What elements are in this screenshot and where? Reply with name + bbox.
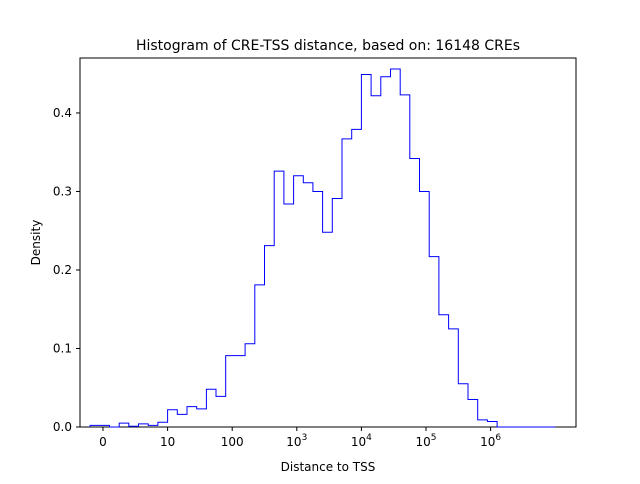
chart-title: Histogram of CRE-TSS distance, based on:… (136, 38, 520, 54)
y-axis-label: Density (29, 220, 43, 266)
y-tick-label: 0.1 (53, 341, 72, 355)
y-tick-label: 0.4 (53, 106, 72, 120)
y-tick-label: 0.2 (53, 263, 72, 277)
x-axis-label: Distance to TSS (281, 460, 376, 474)
x-tick-label: 104 (351, 433, 372, 449)
y-axis: 0.0 0.1 0.2 0.3 0.4 (53, 106, 80, 434)
y-tick-label: 0.0 (53, 420, 72, 434)
y-tick-label: 0.3 (53, 184, 72, 198)
axes-frame (79, 57, 577, 428)
x-tick-label: 100 (221, 435, 244, 449)
x-tick-label: 103 (286, 433, 307, 449)
x-tick-label: 10 (160, 435, 175, 449)
histogram-step-line (89, 68, 556, 428)
plot-area: 0.0 0.1 0.2 0.3 0.4 0 10 100 103 104 105 106 (53, 57, 577, 449)
x-tick-label: 0 (99, 435, 107, 449)
x-tick-label: 105 (415, 433, 436, 449)
x-tick-label: 106 (480, 433, 501, 449)
x-axis: 0 10 100 103 104 105 106 (99, 427, 501, 449)
